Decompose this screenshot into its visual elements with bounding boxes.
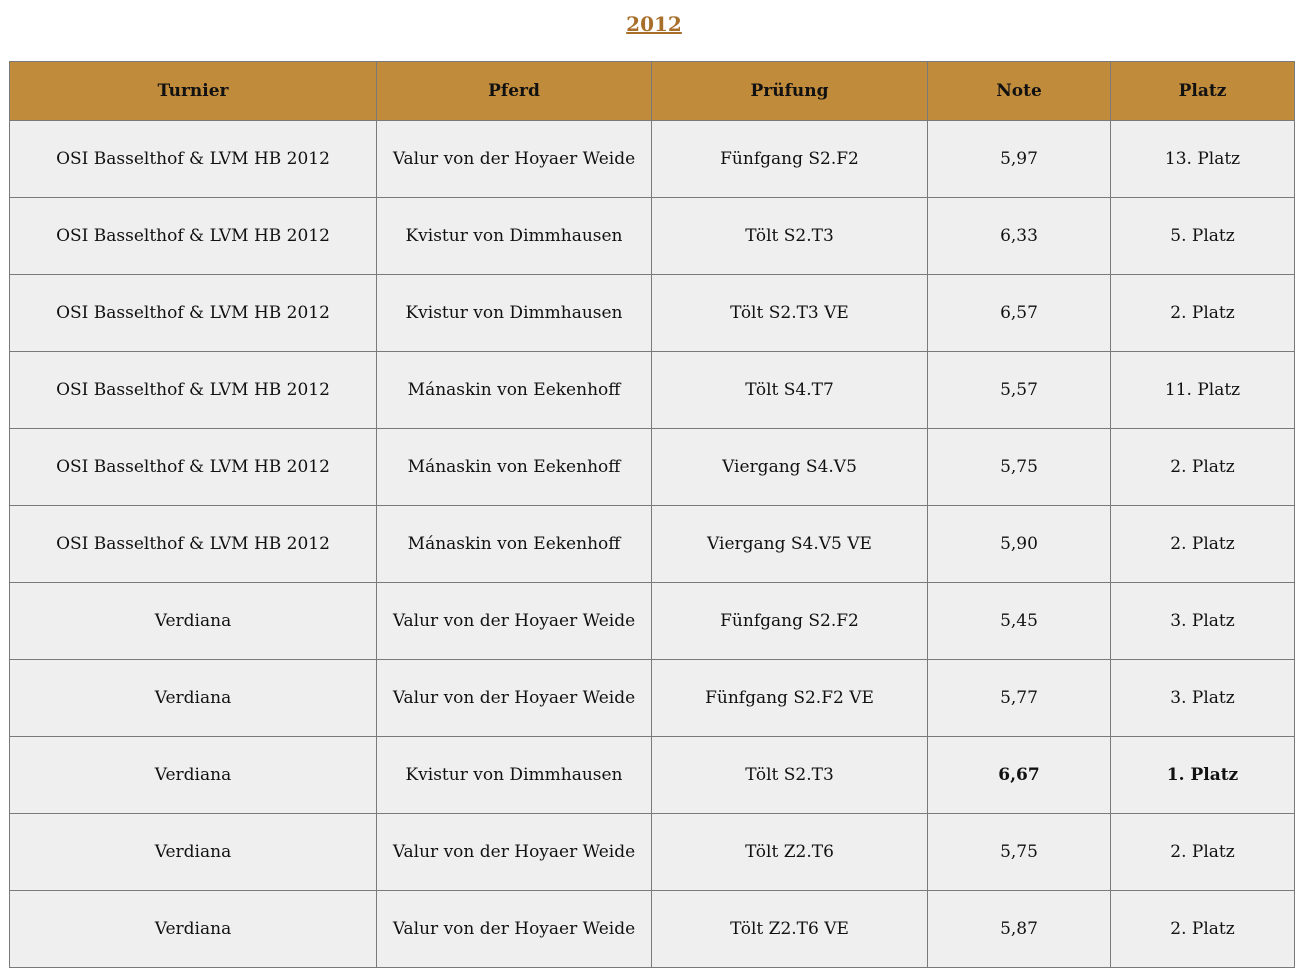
cell-note: 5,75 bbox=[927, 428, 1111, 506]
table-row: OSI Basselthof & LVM HB 2012 Mánaskin von… bbox=[9, 505, 1295, 583]
cell-pferd: Valur von der Hoyaer Weide bbox=[376, 582, 652, 660]
cell-note: 5,90 bbox=[927, 505, 1111, 583]
cell-note: 6,33 bbox=[927, 197, 1111, 275]
cell-pferd: Kvistur von Dimmhausen bbox=[376, 197, 652, 275]
cell-pruefung: Viergang S4.V5 bbox=[651, 428, 928, 506]
cell-pruefung: Tölt S4.T7 bbox=[651, 351, 928, 429]
cell-turnier: OSI Basselthof & LVM HB 2012 bbox=[9, 120, 377, 198]
cell-pruefung: Tölt S2.T3 bbox=[651, 197, 928, 275]
cell-platz: 2. Platz bbox=[1110, 274, 1295, 352]
cell-note: 5,77 bbox=[927, 659, 1111, 737]
table-row: Verdiana Valur von der Hoyaer Weide Fünfga… bbox=[9, 582, 1295, 660]
cell-note: 5,45 bbox=[927, 582, 1111, 660]
column-header-pferd: Pferd bbox=[376, 61, 652, 121]
cell-pferd: Mánaskin von Eekenhoff bbox=[376, 428, 652, 506]
cell-turnier: Verdiana bbox=[9, 890, 377, 968]
cell-platz: 13. Platz bbox=[1110, 120, 1295, 198]
cell-turnier: OSI Basselthof & LVM HB 2012 bbox=[9, 197, 377, 275]
cell-platz: 3. Platz bbox=[1110, 659, 1295, 737]
cell-pferd: Kvistur von Dimmhausen bbox=[376, 274, 652, 352]
table-row: Verdiana Kvistur von Dimmhausen Tölt S2.T3… bbox=[9, 736, 1295, 814]
table-row: Verdiana Valur von der Hoyaer Weide Tölt Z… bbox=[9, 813, 1295, 891]
cell-pferd: Valur von der Hoyaer Weide bbox=[376, 813, 652, 891]
column-header-turnier: Turnier bbox=[9, 61, 377, 121]
cell-pferd: Kvistur von Dimmhausen bbox=[376, 736, 652, 814]
results-table: Turnier Pferd Prüfung Note Platz OSI Bas… bbox=[9, 61, 1295, 968]
cell-pruefung: Fünfgang S2.F2 bbox=[651, 120, 928, 198]
column-header-platz: Platz bbox=[1110, 61, 1295, 121]
cell-platz: 11. Platz bbox=[1110, 351, 1295, 429]
cell-pferd: Mánaskin von Eekenhoff bbox=[376, 351, 652, 429]
cell-note: 5,97 bbox=[927, 120, 1111, 198]
cell-turnier: Verdiana bbox=[9, 736, 377, 814]
table-row: OSI Basselthof & LVM HB 2012 Mánaskin von… bbox=[9, 351, 1295, 429]
cell-turnier: OSI Basselthof & LVM HB 2012 bbox=[9, 274, 377, 352]
cell-pferd: Valur von der Hoyaer Weide bbox=[376, 120, 652, 198]
header-row: Turnier Pferd Prüfung Note Platz bbox=[9, 61, 1295, 121]
cell-pruefung: Fünfgang S2.F2 bbox=[651, 582, 928, 660]
cell-pruefung: Tölt Z2.T6 bbox=[651, 813, 928, 891]
column-header-note: Note bbox=[927, 61, 1111, 121]
cell-turnier: Verdiana bbox=[9, 582, 377, 660]
cell-note: 6,67 bbox=[927, 736, 1111, 814]
cell-turnier: Verdiana bbox=[9, 813, 377, 891]
cell-pruefung: Tölt S2.T3 bbox=[651, 736, 928, 814]
cell-turnier: OSI Basselthof & LVM HB 2012 bbox=[9, 428, 377, 506]
cell-pferd: Valur von der Hoyaer Weide bbox=[376, 659, 652, 737]
cell-platz: 1. Platz bbox=[1110, 736, 1295, 814]
table-row: Verdiana Valur von der Hoyaer Weide Tölt Z… bbox=[9, 890, 1295, 968]
cell-pferd: Valur von der Hoyaer Weide bbox=[376, 890, 652, 968]
cell-platz: 2. Platz bbox=[1110, 505, 1295, 583]
table-row: OSI Basselthof & LVM HB 2012 Kvistur von … bbox=[9, 197, 1295, 275]
column-header-pruefung: Prüfung bbox=[651, 61, 928, 121]
cell-platz: 3. Platz bbox=[1110, 582, 1295, 660]
cell-note: 6,57 bbox=[927, 274, 1111, 352]
cell-note: 5,75 bbox=[927, 813, 1111, 891]
table-row: Verdiana Valur von der Hoyaer Weide Fünfga… bbox=[9, 659, 1295, 737]
cell-pruefung: Viergang S4.V5 VE bbox=[651, 505, 928, 583]
cell-platz: 5. Platz bbox=[1110, 197, 1295, 275]
table-row: OSI Basselthof & LVM HB 2012 Mánaskin von… bbox=[9, 428, 1295, 506]
table-row: OSI Basselthof & LVM HB 2012 Valur von de… bbox=[9, 120, 1295, 198]
cell-note: 5,87 bbox=[927, 890, 1111, 968]
cell-turnier: Verdiana bbox=[9, 659, 377, 737]
cell-note: 5,57 bbox=[927, 351, 1111, 429]
year-link[interactable]: 2012 bbox=[626, 12, 682, 36]
cell-platz: 2. Platz bbox=[1110, 813, 1295, 891]
cell-platz: 2. Platz bbox=[1110, 890, 1295, 968]
cell-pruefung: Tölt Z2.T6 VE bbox=[651, 890, 928, 968]
cell-platz: 2. Platz bbox=[1110, 428, 1295, 506]
cell-turnier: OSI Basselthof & LVM HB 2012 bbox=[9, 351, 377, 429]
table-row: OSI Basselthof & LVM HB 2012 Kvistur von … bbox=[9, 274, 1295, 352]
cell-pferd: Mánaskin von Eekenhoff bbox=[376, 505, 652, 583]
cell-pruefung: Tölt S2.T3 VE bbox=[651, 274, 928, 352]
cell-pruefung: Fünfgang S2.F2 VE bbox=[651, 659, 928, 737]
year-heading: 2012 bbox=[0, 0, 1308, 48]
cell-turnier: OSI Basselthof & LVM HB 2012 bbox=[9, 505, 377, 583]
